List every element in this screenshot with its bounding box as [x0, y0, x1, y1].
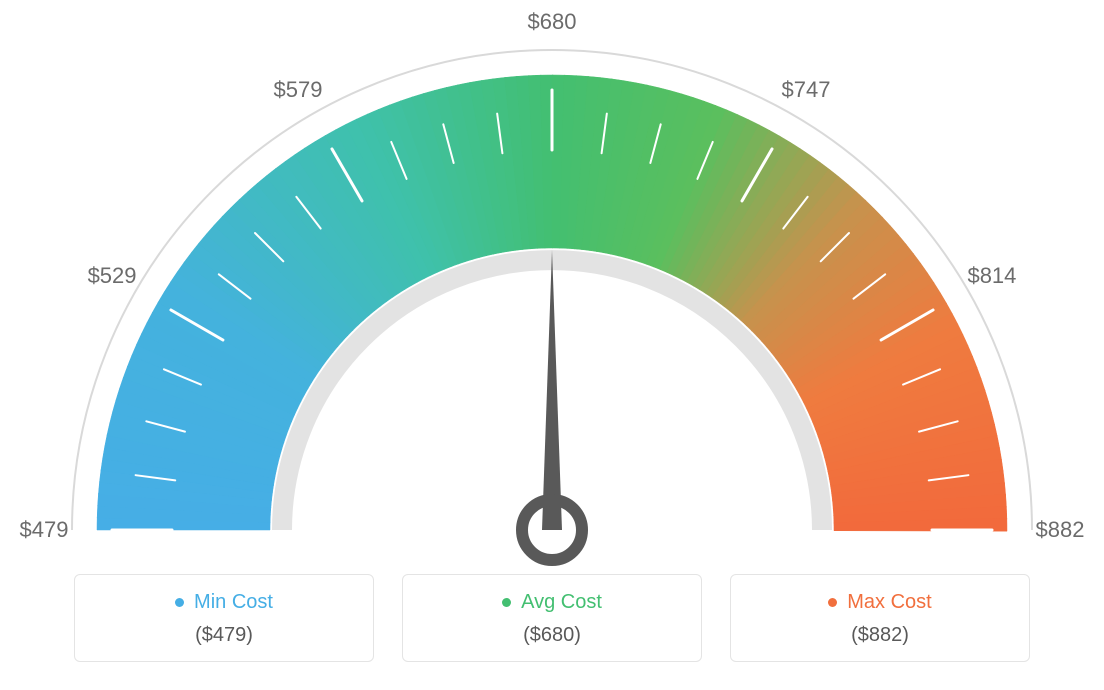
legend-label-max: Max Cost	[847, 591, 931, 614]
legend-card-max: Max Cost ($882)	[730, 574, 1030, 662]
gauge-tick-label: $747	[782, 77, 831, 103]
legend-card-min: Min Cost ($479)	[74, 574, 374, 662]
legend-value-min: ($479)	[85, 624, 363, 647]
gauge-tick-label: $814	[967, 263, 1016, 289]
legend-label-avg: Avg Cost	[521, 591, 602, 614]
dot-icon	[502, 598, 511, 607]
legend-value-max: ($882)	[741, 624, 1019, 647]
dot-icon	[175, 598, 184, 607]
gauge-svg	[0, 0, 1104, 570]
gauge-tick-label: $882	[1036, 517, 1085, 543]
legend-row: Min Cost ($479) Avg Cost ($680) Max Cost…	[0, 574, 1104, 662]
gauge-chart: $479 $529 $579 $680 $747 $814 $882	[0, 0, 1104, 570]
dot-icon	[828, 598, 837, 607]
legend-title-min: Min Cost	[175, 591, 273, 614]
legend-card-avg: Avg Cost ($680)	[402, 574, 702, 662]
legend-value-avg: ($680)	[413, 624, 691, 647]
gauge-tick-label: $680	[528, 9, 577, 35]
gauge-tick-label: $579	[274, 77, 323, 103]
legend-label-min: Min Cost	[194, 591, 273, 614]
legend-title-avg: Avg Cost	[502, 591, 602, 614]
legend-title-max: Max Cost	[828, 591, 931, 614]
gauge-tick-label: $479	[20, 517, 69, 543]
gauge-tick-label: $529	[88, 263, 137, 289]
